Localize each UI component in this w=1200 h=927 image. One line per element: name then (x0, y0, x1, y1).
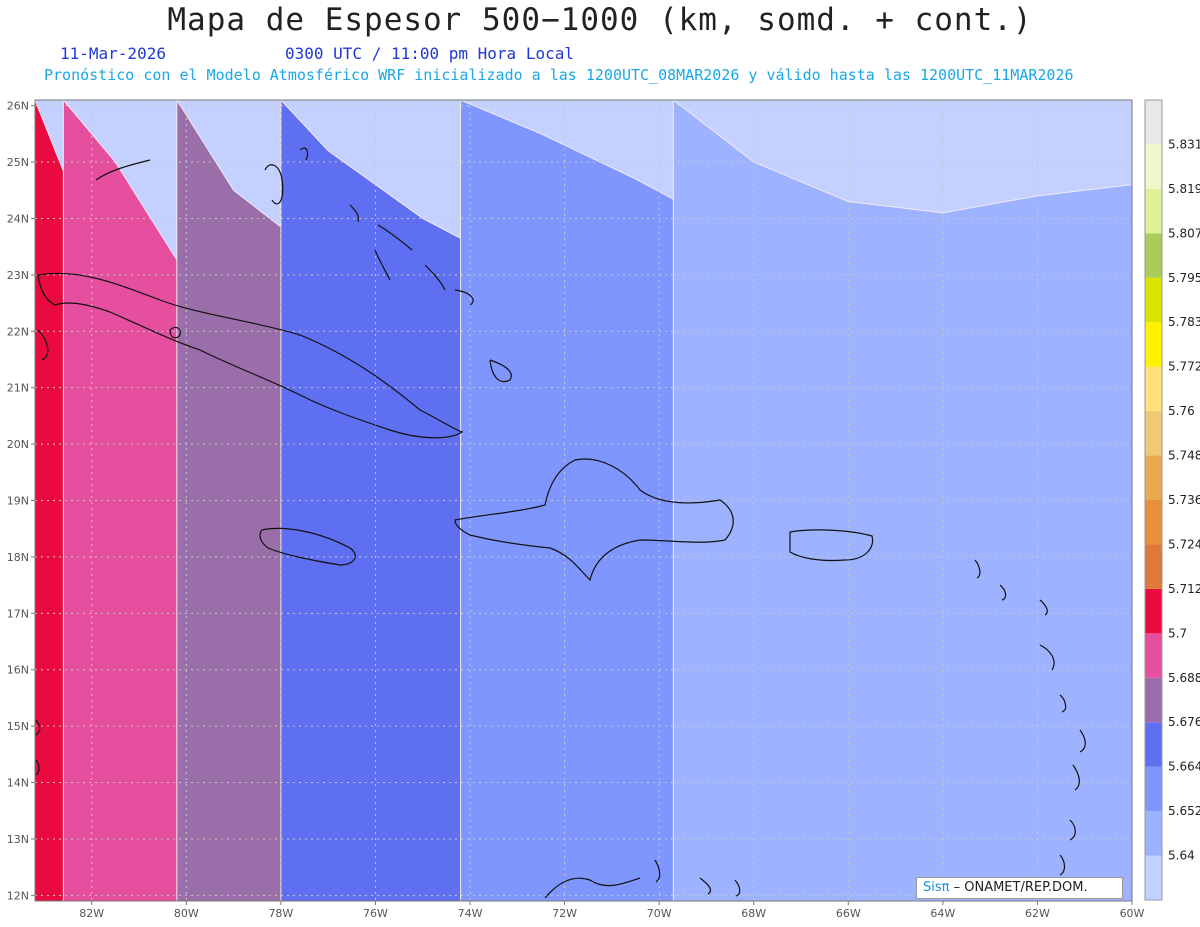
colorbar-segment (1145, 411, 1162, 456)
colorbar-segment (1145, 855, 1162, 900)
colorbar: 5.64 5.652 5.664 5.676 5.688 5.7 5.712 5.724 5.7… (1144, 99, 1200, 901)
y-tick-label: 17N (7, 607, 29, 620)
credit-text: – ONAMET/REP.DOM. (953, 880, 1088, 895)
coastline-lesser-antilles (974, 559, 1086, 876)
y-axis-ticks: 26N 25N 24N 23N 22N 21N 20N 19N 18N 17N 16N 15N 14N 1… (7, 100, 35, 902)
coastline-hispaniola (454, 458, 734, 582)
y-tick-label: 13N (7, 833, 29, 846)
coastline-south-america (544, 859, 741, 899)
colorbar-label: 5.664 (1168, 760, 1200, 774)
grid-lines (35, 100, 1132, 901)
y-tick-label: 16N (7, 664, 29, 677)
colorbar-segment (1145, 277, 1162, 323)
colorbar-label: 5.831 (1168, 137, 1200, 151)
colorbar-label: 5.736 (1168, 493, 1200, 507)
colorbar-segment (1145, 766, 1162, 812)
x-tick-label: 64W (930, 907, 955, 920)
colorbar-label: 5.807 (1168, 226, 1200, 240)
y-tick-label: 19N (7, 495, 29, 508)
colorbar-label: 5.652 (1168, 804, 1200, 818)
coastline-puerto-rico (789, 529, 874, 562)
colorbar-label: 5.64 (1168, 849, 1195, 863)
x-tick-label: 76W (363, 907, 388, 920)
y-tick-label: 14N (7, 777, 29, 790)
colorbar-segment (1145, 811, 1162, 856)
y-tick-label: 20N (7, 438, 29, 451)
colorbar-segment (1145, 100, 1162, 145)
colorbar-segment (1145, 144, 1162, 189)
x-tick-label: 72W (552, 907, 577, 920)
y-tick-label: 21N (7, 382, 29, 395)
contour-band-8 (672, 100, 1132, 901)
colorbar-label: 5.7 (1168, 626, 1187, 640)
colorbar-segment (1145, 455, 1162, 500)
colorbar-frame (1144, 99, 1163, 901)
model-description: Pronóstico con el Modelo Atmosférico WRF… (44, 66, 1074, 84)
credit-box: Sisπ – ONAMET/REP.DOM. (916, 877, 1123, 899)
map-title: Mapa de Espesor 500−1000 (km, somd. + co… (167, 2, 1033, 38)
colorbar-segment (1145, 322, 1162, 367)
coastlines (35, 147, 1086, 899)
colorbar-label: 5.819 (1168, 182, 1200, 196)
forecast-time: 0300 UTC / 11:00 pm Hora Local (285, 44, 574, 63)
x-tick-label: 80W (174, 907, 199, 920)
colorbar-label: 5.712 (1168, 582, 1200, 596)
y-tick-label: 15N (7, 720, 29, 733)
y-tick-label: 12N (7, 889, 29, 902)
y-tick-label: 22N (7, 325, 29, 338)
x-tick-label: 74W (458, 907, 483, 920)
brand-label: Sisπ (923, 880, 950, 895)
colorbar-segment (1145, 588, 1162, 634)
colorbar-label: 5.676 (1168, 715, 1200, 729)
y-tick-label: 18N (7, 551, 29, 564)
plot-area (35, 100, 1132, 901)
colorbar-segment (1145, 366, 1162, 412)
coastline-isla-juventud (169, 326, 181, 339)
colorbar-segment (1145, 722, 1162, 767)
y-tick-label: 26N (7, 100, 29, 113)
x-axis-ticks: 82W 80W 78W 76W 74W 72W 70W 68W 66W 64W 62W 60W (79, 901, 1145, 920)
y-tick-label: 24N (7, 212, 29, 225)
x-tick-label: 70W (647, 907, 672, 920)
x-tick-label: 60W (1120, 907, 1145, 920)
y-tick-label: 25N (7, 156, 29, 169)
x-tick-label: 66W (836, 907, 861, 920)
coastline-cuba (37, 272, 464, 439)
colorbar-segment (1145, 633, 1162, 678)
colorbar-label: 5.688 (1168, 671, 1200, 685)
colorbar-label: 5.783 (1168, 315, 1200, 329)
colorbar-label: 5.724 (1168, 537, 1200, 551)
coastline-central-america (35, 329, 49, 776)
colorbar-label: 5.748 (1168, 449, 1200, 463)
colorbar-segment (1145, 233, 1162, 278)
forecast-date: 11-Mar-2026 (60, 44, 166, 63)
colorbar-segment (1145, 544, 1162, 589)
x-tick-label: 68W (741, 907, 766, 920)
x-tick-label: 82W (79, 907, 104, 920)
colorbar-label: 5.772 (1168, 360, 1200, 374)
colorbar-segment (1145, 188, 1162, 234)
colorbar-label: 5.76 (1168, 404, 1195, 418)
y-tick-label: 23N (7, 269, 29, 282)
colorbar-segment (1145, 500, 1162, 545)
x-tick-label: 78W (268, 907, 293, 920)
colorbar-segment (1145, 677, 1162, 723)
x-tick-label: 62W (1025, 907, 1050, 920)
contour-bands (35, 100, 1132, 901)
coastline-bahamas (95, 147, 512, 383)
coastline-jamaica (259, 527, 356, 566)
colorbar-label: 5.795 (1168, 271, 1200, 285)
